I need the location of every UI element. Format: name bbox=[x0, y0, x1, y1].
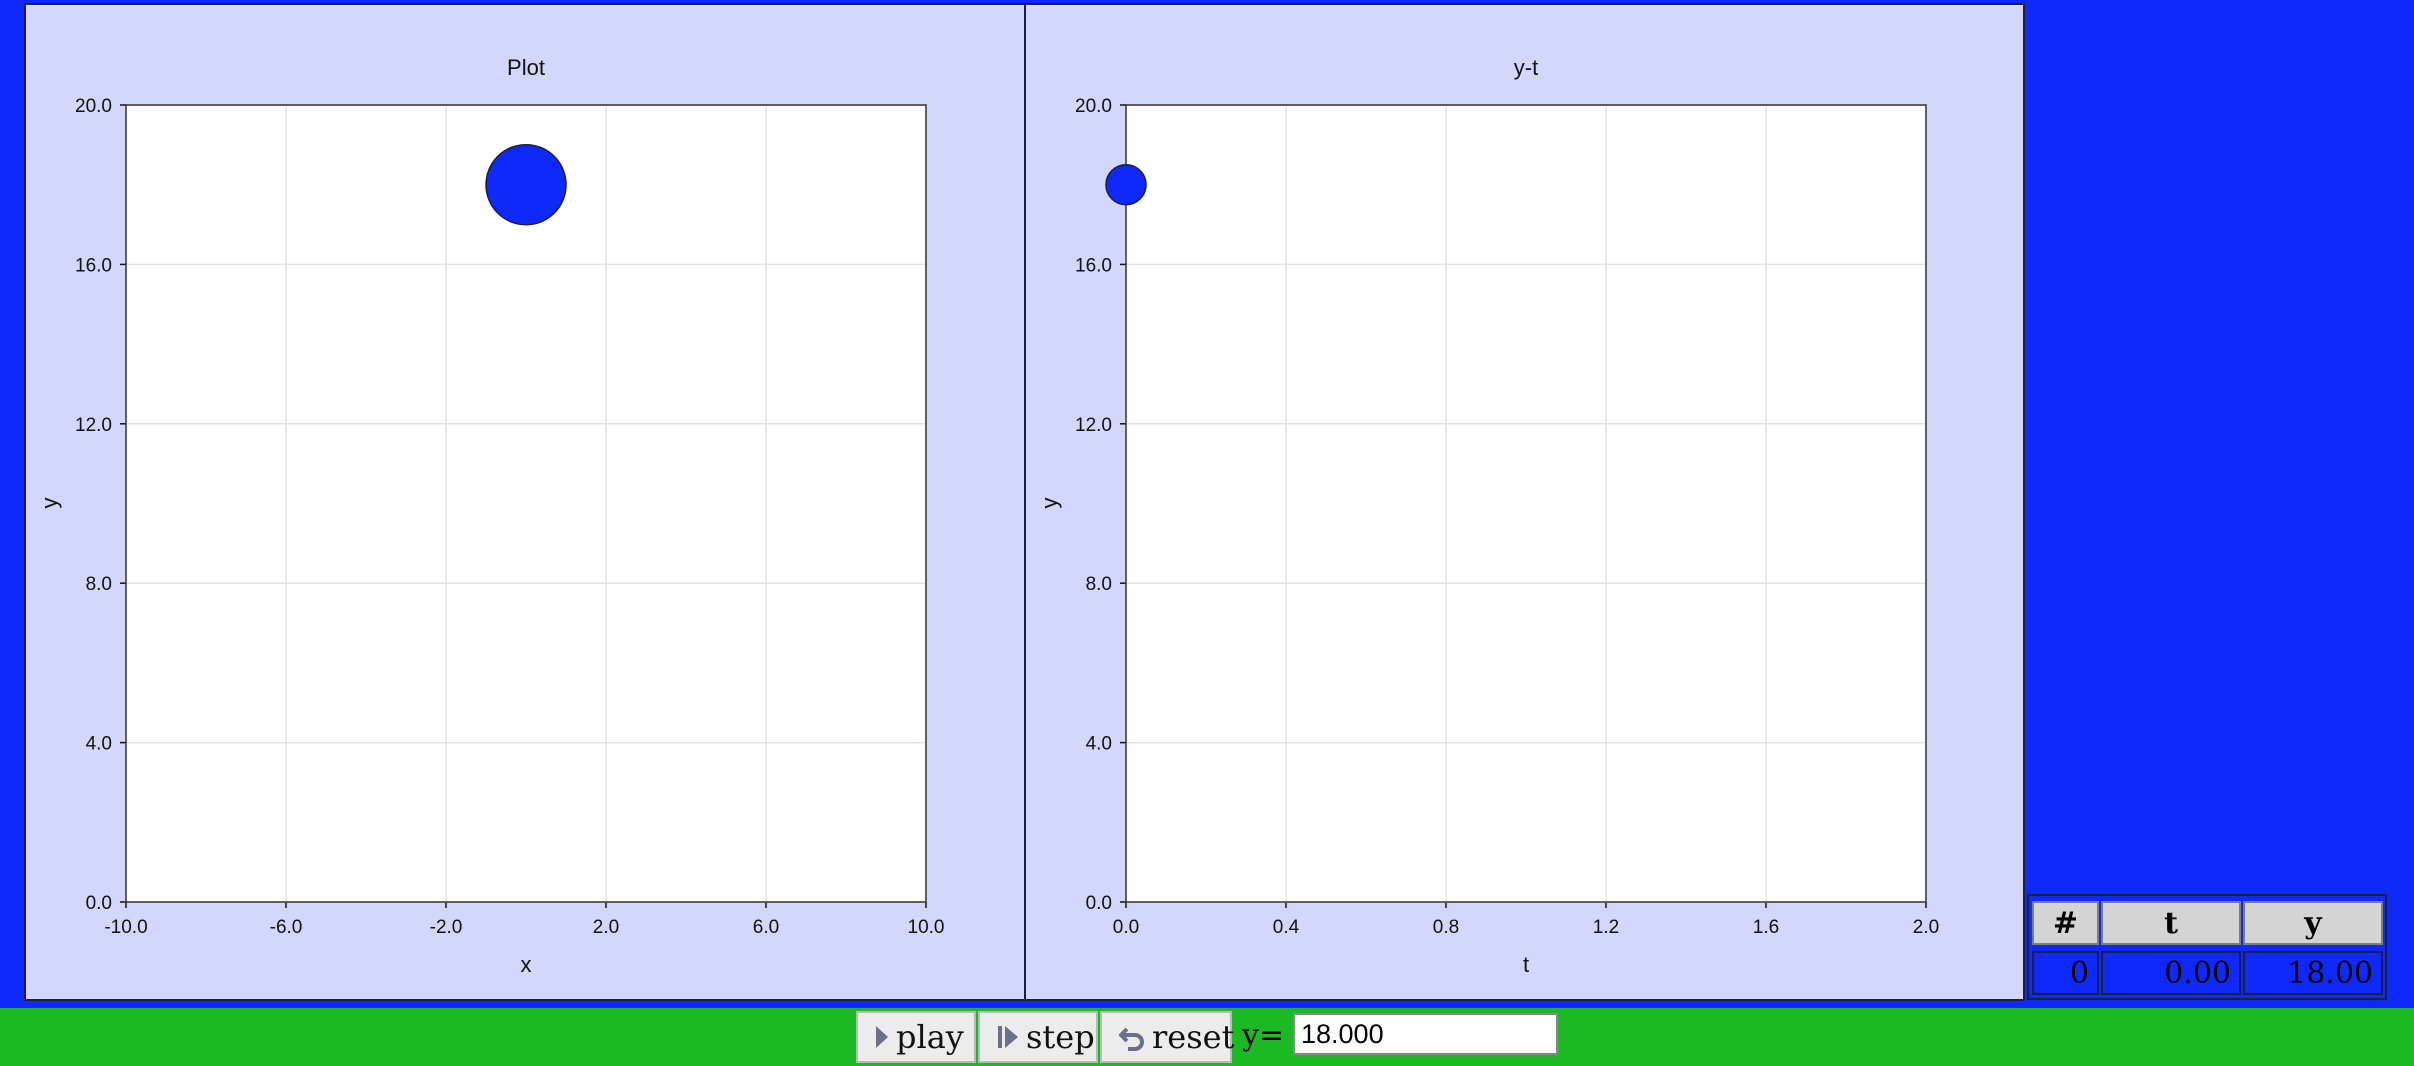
x-axis-label: x bbox=[521, 952, 532, 977]
table-header-t: t bbox=[2101, 901, 2241, 945]
table-cell-t: 0.00 bbox=[2101, 951, 2241, 995]
table-cell-y: 18.00 bbox=[2243, 951, 2383, 995]
x-tick-label: 1.2 bbox=[1593, 917, 1619, 938]
y-tick-label: 12.0 bbox=[75, 415, 112, 436]
plot-border bbox=[1125, 104, 1927, 903]
table-cell-index: 0 bbox=[2032, 951, 2099, 995]
play-icon bbox=[874, 1024, 890, 1050]
y-input-label: y= bbox=[1242, 1017, 1285, 1053]
y-tick-label: 16.0 bbox=[1075, 255, 1112, 276]
x-tick-label: 0.0 bbox=[1113, 917, 1139, 938]
x-tick-label: 0.8 bbox=[1433, 917, 1459, 938]
step-button[interactable]: step bbox=[978, 1011, 1098, 1063]
chart-title: Plot bbox=[507, 55, 545, 80]
x-axis-label: t bbox=[1523, 952, 1529, 977]
plot-area bbox=[1126, 105, 1926, 902]
plot-chart: Plot x y -10.0 -6.0 -2.0 2.0 6.0 10.0 0.0 4.0 8.… bbox=[37, 55, 945, 977]
chart-title: y-t bbox=[1514, 55, 1538, 80]
y-tick-label: 8.0 bbox=[1086, 574, 1112, 595]
plot-panel: Plot x y -10.0 -6.0 -2.0 2.0 6.0 10.0 0.0 4.0 8.… bbox=[24, 3, 1027, 1001]
plot-area bbox=[126, 105, 926, 902]
plot-border bbox=[125, 104, 927, 903]
y-tick-label: 12.0 bbox=[1075, 415, 1112, 436]
x-tick-label: 2.0 bbox=[1913, 917, 1939, 938]
x-tick-label: 2.0 bbox=[593, 917, 619, 938]
yt-chart: y-t t y 0.0 0.4 0.8 1.2 1.6 2.0 0.0 4.0 8.0 12.0 1… bbox=[1037, 55, 1939, 977]
y-input[interactable] bbox=[1293, 1013, 1558, 1055]
table-header-y: y bbox=[2243, 901, 2383, 945]
y-axis-label: y bbox=[37, 498, 62, 509]
sidebar bbox=[2025, 0, 2414, 1008]
play-label: play bbox=[896, 1018, 964, 1056]
step-icon bbox=[996, 1024, 1020, 1050]
table-header-index: # bbox=[2032, 901, 2099, 945]
play-button[interactable]: play bbox=[856, 1011, 976, 1063]
y-tick-label: 20.0 bbox=[75, 96, 112, 117]
step-label: step bbox=[1026, 1018, 1095, 1056]
ball-marker[interactable] bbox=[1105, 163, 1147, 206]
y-tick-label: 0.0 bbox=[1086, 893, 1112, 914]
y-tick-label: 0.0 bbox=[86, 893, 112, 914]
x-tick-label: 6.0 bbox=[753, 917, 779, 938]
x-tick-label: 10.0 bbox=[908, 917, 945, 938]
x-tick-label: -10.0 bbox=[104, 917, 147, 938]
y-tick-label: 8.0 bbox=[86, 574, 112, 595]
y-tick-label: 4.0 bbox=[86, 734, 112, 755]
reset-button[interactable]: reset bbox=[1100, 1011, 1235, 1063]
y-tick-label: 16.0 bbox=[75, 255, 112, 276]
reset-label: reset bbox=[1152, 1018, 1235, 1056]
x-tick-label: -2.0 bbox=[430, 917, 463, 938]
data-table: # t y 0 0.00 18.00 bbox=[2027, 894, 2387, 1000]
y-tick-label: 4.0 bbox=[1086, 734, 1112, 755]
reset-icon bbox=[1118, 1023, 1146, 1051]
ball-marker[interactable] bbox=[485, 143, 567, 226]
x-tick-label: -6.0 bbox=[270, 917, 303, 938]
yt-panel: y-t t y 0.0 0.4 0.8 1.2 1.6 2.0 0.0 4.0 8.0 12.0 1… bbox=[1024, 3, 2025, 1001]
x-tick-label: 1.6 bbox=[1753, 917, 1779, 938]
x-tick-label: 0.4 bbox=[1273, 917, 1300, 938]
y-axis-label: y bbox=[1037, 498, 1062, 509]
y-tick-label: 20.0 bbox=[1075, 96, 1112, 117]
